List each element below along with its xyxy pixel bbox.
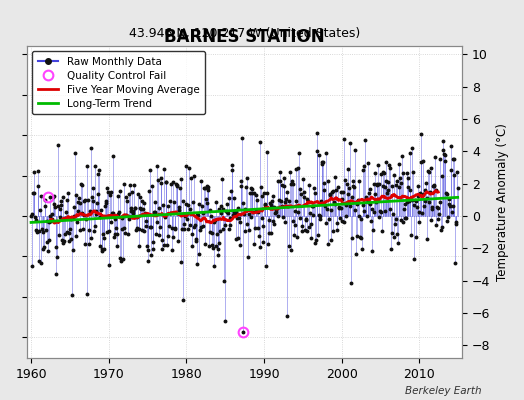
Text: 43.946 N, 120.217 W (United States): 43.946 N, 120.217 W (United States) [129,27,361,40]
Y-axis label: Temperature Anomaly (°C): Temperature Anomaly (°C) [496,123,509,281]
Text: Berkeley Earth: Berkeley Earth [406,386,482,396]
Title: BARNES STATION: BARNES STATION [165,28,325,46]
Legend: Raw Monthly Data, Quality Control Fail, Five Year Moving Average, Long-Term Tren: Raw Monthly Data, Quality Control Fail, … [32,51,205,114]
